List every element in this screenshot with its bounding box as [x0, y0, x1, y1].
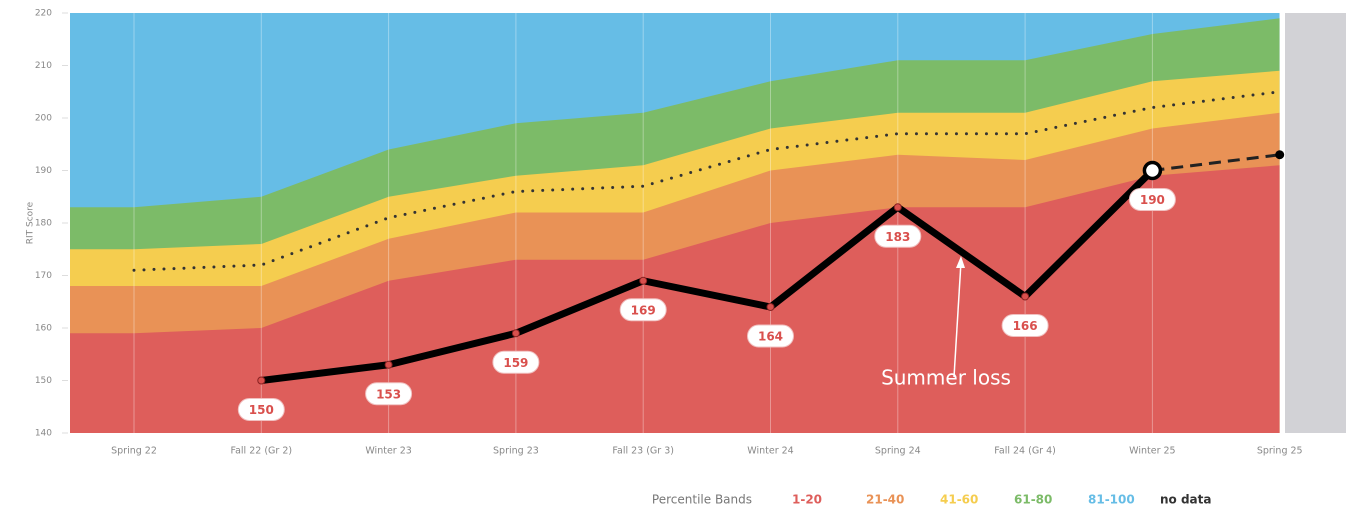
- legend-entry: 41-60: [940, 493, 978, 507]
- data-label-bg: [874, 224, 922, 248]
- y-tick-label: 160: [35, 324, 52, 334]
- annotation-arrow: [953, 261, 962, 378]
- y-axis-label: RIT Score: [26, 201, 36, 244]
- x-tick-label: Spring 22: [111, 446, 157, 457]
- annotation-arrowhead: [956, 256, 965, 268]
- data-label: 159: [503, 356, 528, 370]
- plot-area: [70, 13, 1282, 433]
- x-tick-label: Spring 24: [875, 446, 921, 457]
- data-label: 150: [249, 403, 274, 417]
- data-label: 169: [631, 303, 656, 317]
- data-label-bg: [492, 350, 540, 374]
- data-label-bg: [619, 298, 667, 322]
- data-label-bg: [1128, 188, 1176, 211]
- projection-point: [1275, 150, 1285, 160]
- x-tick-label: Winter 23: [365, 446, 411, 457]
- y-tick-label: 180: [35, 219, 52, 229]
- data-label-bg: [1001, 314, 1049, 337]
- student-line: [260, 168, 1155, 384]
- legend-entry: 61-80: [1014, 493, 1052, 507]
- data-label-bg: [237, 398, 285, 421]
- legend-entry: no data: [1160, 493, 1212, 507]
- y-tick-label: 140: [35, 429, 52, 439]
- y-tick-label: 150: [35, 376, 52, 386]
- x-tick-label: Spring 23: [493, 446, 539, 457]
- x-tick-label: Fall 23 (Gr 3): [612, 446, 674, 457]
- legend-entry: 21-40: [866, 493, 904, 507]
- x-tick-label: Fall 22 (Gr 2): [231, 446, 293, 457]
- student-point: [257, 376, 266, 385]
- x-tick-label: Winter 25: [1129, 446, 1175, 457]
- y-tick-label: 200: [35, 114, 52, 124]
- data-label: 166: [1013, 319, 1038, 333]
- student-point: [384, 360, 393, 369]
- student-point: [511, 329, 520, 338]
- legend-entry: 81-100: [1088, 493, 1135, 507]
- data-label: 153: [376, 387, 401, 401]
- student-point: [893, 203, 902, 212]
- annotation: Summer loss: [881, 366, 1011, 390]
- data-label: 190: [1140, 193, 1165, 207]
- student-point: [766, 303, 775, 311]
- projection-line: [1152, 153, 1280, 172]
- x-tick-label: Winter 24: [747, 446, 793, 457]
- data-label: 164: [758, 330, 783, 344]
- y-tick-label: 170: [35, 271, 52, 281]
- data-label: 183: [885, 230, 910, 244]
- student-point: [639, 276, 648, 285]
- legend-title: Percentile Bands: [652, 493, 752, 507]
- student-point: [1142, 160, 1163, 181]
- y-tick-label: 190: [35, 166, 52, 176]
- y-tick-label: 220: [35, 9, 52, 19]
- no-data-region: [1285, 13, 1346, 433]
- legend-entry: 1-20: [792, 493, 822, 507]
- x-tick-label: Fall 24 (Gr 4): [994, 446, 1056, 457]
- x-tick-label: Spring 25: [1257, 446, 1303, 457]
- data-label-bg: [365, 382, 413, 406]
- y-tick-label: 210: [35, 61, 52, 71]
- student-point: [1021, 292, 1030, 301]
- data-label-bg: [747, 324, 794, 348]
